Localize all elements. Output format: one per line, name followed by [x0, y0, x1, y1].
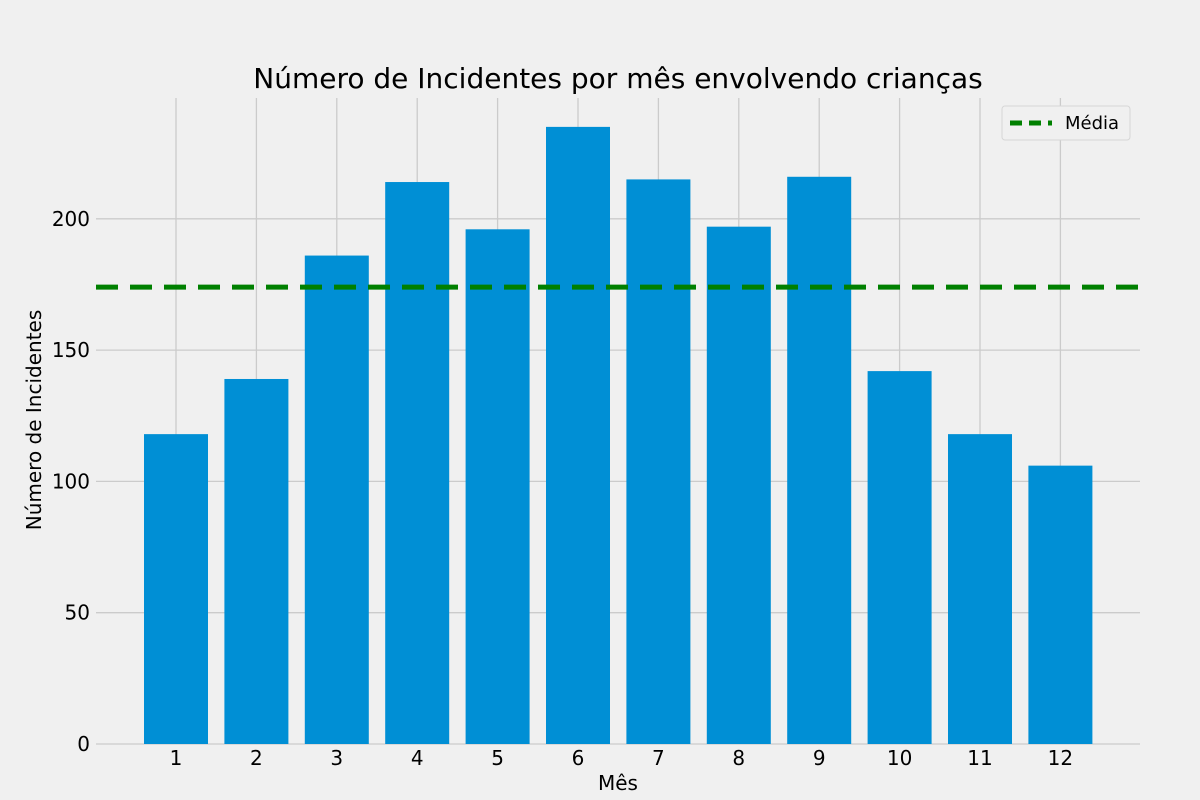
bar-month-5 [465, 229, 530, 745]
y-axis-label: Número de Incidentes [22, 310, 46, 531]
bar-month-6 [546, 126, 610, 745]
y-tick-label: 0 [77, 732, 90, 756]
x-axis-label: Mês [598, 771, 638, 795]
bar-month-12 [1028, 465, 1093, 744]
legend-label-mean: Média [1065, 113, 1119, 134]
x-tick-label: 9 [813, 746, 826, 770]
y-tick-label: 200 [52, 207, 90, 231]
x-tick-label: 8 [732, 746, 745, 770]
y-tick-label: 150 [52, 338, 90, 362]
bar-month-3 [304, 255, 369, 744]
bar-month-9 [787, 176, 852, 744]
bar-month-1 [144, 434, 208, 744]
x-tick-label: 6 [572, 746, 585, 770]
x-tick-label: 5 [491, 746, 504, 770]
bar-month-7 [626, 179, 691, 745]
x-tick-label: 10 [887, 746, 912, 770]
legend: Média [1001, 105, 1131, 141]
y-tick-label: 100 [52, 469, 90, 493]
bar-month-8 [706, 226, 771, 744]
x-tick-label: 11 [967, 746, 992, 770]
legend-box [1001, 105, 1131, 141]
y-tick-label: 50 [65, 601, 90, 625]
x-tick-label: 1 [170, 746, 183, 770]
bar-month-2 [224, 378, 289, 744]
x-tick-label: 2 [250, 746, 263, 770]
x-tick-label: 7 [652, 746, 665, 770]
x-tick-label: 3 [330, 746, 343, 770]
bars [144, 126, 1093, 745]
bar-month-11 [948, 434, 1012, 744]
bar-month-10 [867, 371, 932, 744]
x-tick-label: 12 [1048, 746, 1073, 770]
x-tick-label: 4 [411, 746, 424, 770]
bar-month-4 [385, 182, 450, 744]
chart-title: Número de Incidentes por mês envolvendo … [253, 62, 982, 95]
